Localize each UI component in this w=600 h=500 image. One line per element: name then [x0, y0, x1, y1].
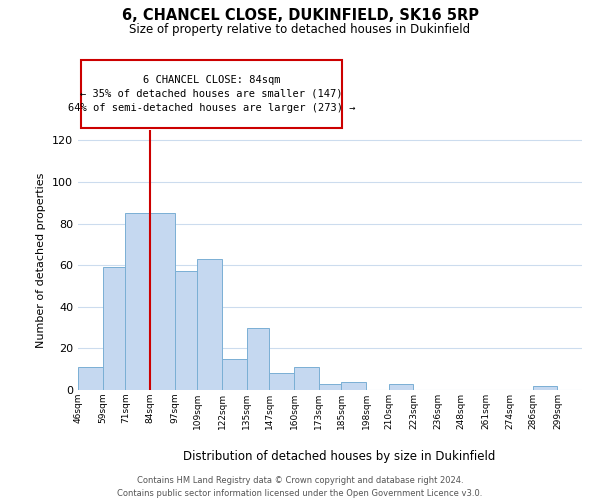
Bar	[222, 359, 247, 390]
Bar	[103, 268, 125, 390]
Bar	[247, 328, 269, 390]
Text: 6 CHANCEL CLOSE: 84sqm
← 35% of detached houses are smaller (147)
64% of semi-de: 6 CHANCEL CLOSE: 84sqm ← 35% of detached…	[68, 74, 355, 113]
Bar	[389, 384, 413, 390]
Bar	[175, 272, 197, 390]
Bar	[125, 213, 150, 390]
Bar	[269, 374, 294, 390]
Bar	[533, 386, 557, 390]
Bar	[150, 213, 175, 390]
Text: Size of property relative to detached houses in Dukinfield: Size of property relative to detached ho…	[130, 22, 470, 36]
Bar	[341, 382, 366, 390]
Bar	[319, 384, 341, 390]
Y-axis label: Number of detached properties: Number of detached properties	[37, 172, 46, 348]
Bar	[78, 367, 103, 390]
Text: Contains HM Land Registry data © Crown copyright and database right 2024.
Contai: Contains HM Land Registry data © Crown c…	[118, 476, 482, 498]
Bar	[197, 259, 222, 390]
Bar	[294, 367, 319, 390]
Text: Distribution of detached houses by size in Dukinfield: Distribution of detached houses by size …	[183, 450, 495, 463]
Text: 6, CHANCEL CLOSE, DUKINFIELD, SK16 5RP: 6, CHANCEL CLOSE, DUKINFIELD, SK16 5RP	[121, 8, 479, 22]
